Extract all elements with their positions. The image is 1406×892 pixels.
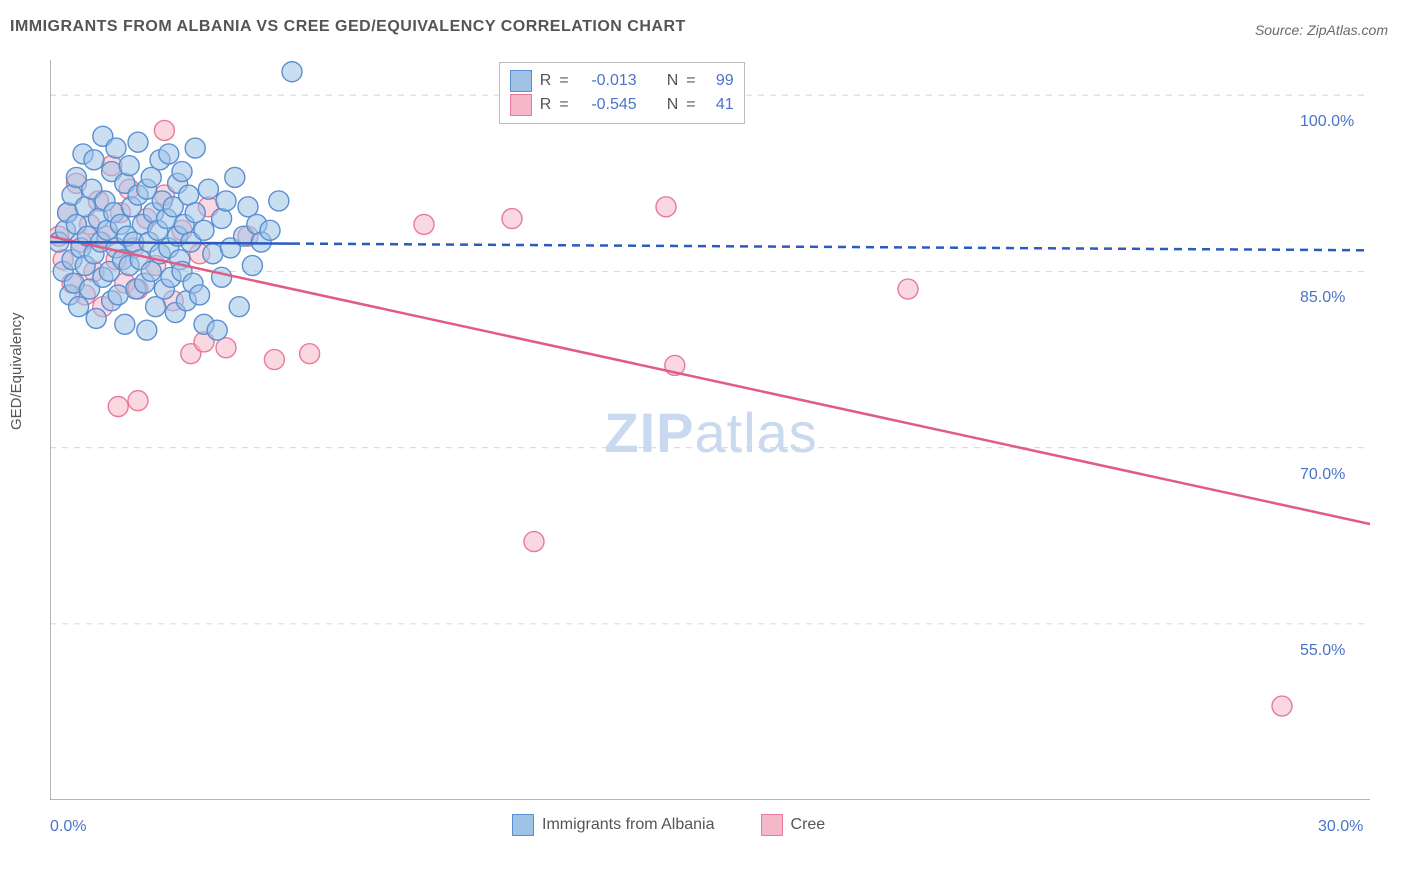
n-label: N [667,72,679,90]
r-label: R [540,96,552,114]
y-tick-label: 70.0% [1300,466,1345,484]
x-axis-max-label: 30.0% [1318,818,1363,836]
equals-sign: = [559,72,568,90]
correlation-legend: R = -0.013 N = 99 R = -0.545 N = 41 [499,62,745,124]
legend-row-series1: R = -0.013 N = 99 [510,69,734,93]
chart-title-text: IMMIGRANTS FROM ALBANIA VS CREE GED/EQUI… [10,18,686,35]
r-value-series1: -0.013 [577,72,637,90]
swatch-series1 [510,70,532,92]
chart-title: IMMIGRANTS FROM ALBANIA VS CREE GED/EQUI… [10,18,686,36]
series1-label: Immigrants from Albania [542,816,715,834]
scatter-plot [50,60,1370,800]
equals-sign: = [686,72,695,90]
swatch-series2 [510,94,532,116]
r-value-series2: -0.545 [577,96,637,114]
swatch-series2 [761,814,783,836]
series2-label: Cree [791,816,826,834]
r-label: R [540,72,552,90]
equals-sign: = [686,96,695,114]
n-value-series2: 41 [704,96,734,114]
y-axis-label-text: GED/Equivalency [8,312,25,430]
n-value-series1: 99 [704,72,734,90]
source-citation: Source: ZipAtlas.com [1255,22,1388,38]
n-label: N [667,96,679,114]
series-legend: Immigrants from Albania Cree [512,814,825,836]
legend-row-series2: R = -0.545 N = 41 [510,93,734,117]
swatch-series1 [512,814,534,836]
source-label: Source: [1255,22,1307,38]
y-tick-label: 100.0% [1300,113,1354,131]
source-value: ZipAtlas.com [1307,22,1388,38]
y-tick-label: 85.0% [1300,289,1345,307]
x-axis-min-label: 0.0% [50,818,86,836]
equals-sign: = [559,96,568,114]
y-axis-label: GED/Equivalency [8,312,25,430]
y-tick-label: 55.0% [1300,642,1345,660]
